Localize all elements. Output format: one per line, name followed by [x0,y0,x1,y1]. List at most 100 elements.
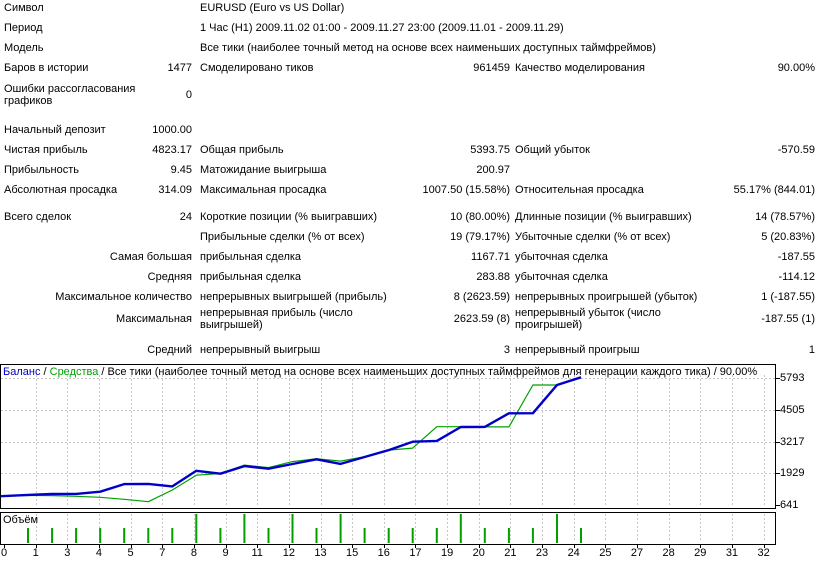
stat-value: 9.45 [170,164,192,176]
stat-label: Ошибки рассогласования графиков [4,83,136,107]
stat-label: убыточная сделка [515,251,608,263]
stat-cell: Модель [4,42,192,54]
stat-cell: Самая большая [4,251,192,263]
stat-label: Модель [4,42,44,54]
stat-cell: убыточная сделка -114.12 [515,271,815,283]
stat-value: 4823.17 [152,144,192,156]
stat-value: 5 (20.83%) [761,231,815,243]
stat-cell: Абсолютная просадка 314.09 [4,184,192,196]
stat-cell: Средний [4,344,192,356]
stat-cell: непрерывная прибыль (число выигрышей) 262… [200,306,510,332]
report-row: Прибыльность 9.45 Матожидание выигрыша 200… [0,164,821,184]
x-axis-label: 19 [440,547,454,559]
stat-label: Прибыльные сделки (% от всех) [200,231,365,243]
y-axis-label: 641 [780,499,799,511]
x-axis-label: 28 [662,547,675,559]
stat-cell: Смоделировано тиков 961459 [200,62,510,74]
stat-label: Чистая прибыль [4,144,88,156]
chart-model-description: Все тики (наиболее точный метод на основ… [107,366,758,378]
stat-label: непрерывный проигрыш [515,344,640,356]
stat-cell: непрерывный проигрыш 1 [515,344,815,356]
x-axis-label: 17 [409,547,422,559]
stat-value: 1 (-187.55) [761,291,815,303]
stat-value: 90.00% [777,62,815,74]
stat-value: 961459 [473,62,510,74]
x-axis-label: 15 [346,547,359,559]
stat-cell: Баров в истории 1477 [4,62,192,74]
stat-cell: Символ [4,2,192,14]
stat-cell: Все тики (наиболее точный метод на основ… [200,42,815,54]
balance-series-label: Баланс [3,366,41,378]
report-row: Баров в истории 1477 Смоделировано тиков 9… [0,62,821,82]
x-axis-label: 7 [159,547,166,559]
stat-value: 19 (79.17%) [450,231,510,243]
x-axis-label: 23 [535,547,549,559]
stat-label: непрерывный выигрыш [200,344,321,356]
report-row: Средний непрерывный выигрыш 3 непрерывный… [0,344,821,364]
report-row: Символ EURUSD (Euro vs US Dollar) [0,2,821,22]
stat-label: Самая большая [109,251,192,263]
report-row: Максимальная непрерывная прибыль (число … [0,306,821,331]
stat-value: 2623.59 (8) [453,313,510,325]
stat-value: 0 [185,89,192,101]
x-axis-label: 12 [282,547,295,559]
stat-label: Абсолютная просадка [4,184,118,196]
y-axis-labels: 5793 4505 3217 1929 641 [780,364,821,514]
stat-value: 1 [808,344,815,356]
chart-header: Баланс / Средства / Все тики (наиболее т… [3,366,757,378]
stat-value: 10 (80.00%) [450,211,510,223]
stat-value: 5393.75 [470,144,510,156]
x-axis-label: 5 [127,547,134,559]
stat-label: Длинные позиции (% выигравших) [515,211,692,223]
stat-label: Символ [4,2,44,14]
stat-value: 1000.00 [152,124,192,136]
stat-label: Максимальная просадка [200,184,327,196]
stat-cell: непрерывных выигрышей (прибыль) 8 (2623.5… [200,291,510,303]
stat-cell: Максимальное количество [4,291,192,303]
x-axis-label: 1 [32,547,39,559]
stat-value: -114.12 [778,271,816,283]
stat-value: -187.55 (1) [761,313,815,325]
x-axis-label: 25 [599,547,612,559]
stat-cell: EURUSD (Euro vs US Dollar) [200,2,815,14]
stat-cell: Чистая прибыль 4823.17 [4,144,192,156]
stat-value-text: EURUSD (Euro vs US Dollar) [200,2,345,14]
y-axis-label: 4505 [780,403,805,416]
stat-value-text: Все тики (наиболее точный метод на основ… [200,42,656,54]
stat-label: прибыльная сделка [200,251,302,263]
volume-panel-label: Объём [3,514,39,526]
stat-value: 55.17% (844.01) [733,184,815,196]
stat-label: Всего сделок [4,211,72,223]
stat-value: 314.09 [158,184,192,196]
stat-cell: Прибыльность 9.45 [4,164,192,176]
stat-value: 3 [503,344,510,356]
stat-cell: Прибыльные сделки (% от всех) 19 (79.17%) [200,231,510,243]
report-row: Максимальное количество непрерывных выиг… [0,291,821,311]
x-axis-label: 9 [222,547,229,559]
stat-cell: Максимальная просадка 1007.50 (15.58%) [200,184,510,196]
stat-label: Максимальная [116,313,192,325]
header-separator: / [40,366,50,378]
stat-value: 14 (78.57%) [755,211,815,223]
x-axis-label: 21 [504,547,517,559]
stat-label: Баров в истории [4,62,89,74]
stat-cell: прибыльная сделка 283.88 [200,271,510,283]
stat-label: Относительная просадка [515,184,644,196]
report-row: Средняя прибыльная сделка 283.88 убыточна… [0,271,821,291]
stat-cell: непрерывный убыток (число проигрышей) -18… [515,306,815,332]
report-row: Модель Все тики (наиболее точный метод н… [0,42,821,62]
stat-label: Короткие позиции (% выигравших) [200,211,378,223]
report-row: Самая большая прибыльная сделка 1167.71 у… [0,251,821,271]
report-row: Ошибки рассогласования графиков 0 [0,82,821,107]
stat-cell: прибыльная сделка 1167.71 [200,251,510,263]
stat-label: непрерывная прибыль (число выигрышей) [200,307,353,331]
stat-label: Матожидание выигрыша [200,164,327,176]
y-axis-label: 5793 [780,372,805,384]
x-axis-label: 32 [757,547,770,559]
stat-cell: Короткие позиции (% выигравших) 10 (80.00… [200,211,510,223]
stat-cell: Качество моделирования 90.00% [515,62,815,74]
x-axis-label: 3 [64,547,71,559]
stat-cell: Средняя [4,271,192,283]
stat-cell: Убыточные сделки (% от всех) 5 (20.83%) [515,231,815,243]
stat-label: Максимальное количество [55,291,192,303]
